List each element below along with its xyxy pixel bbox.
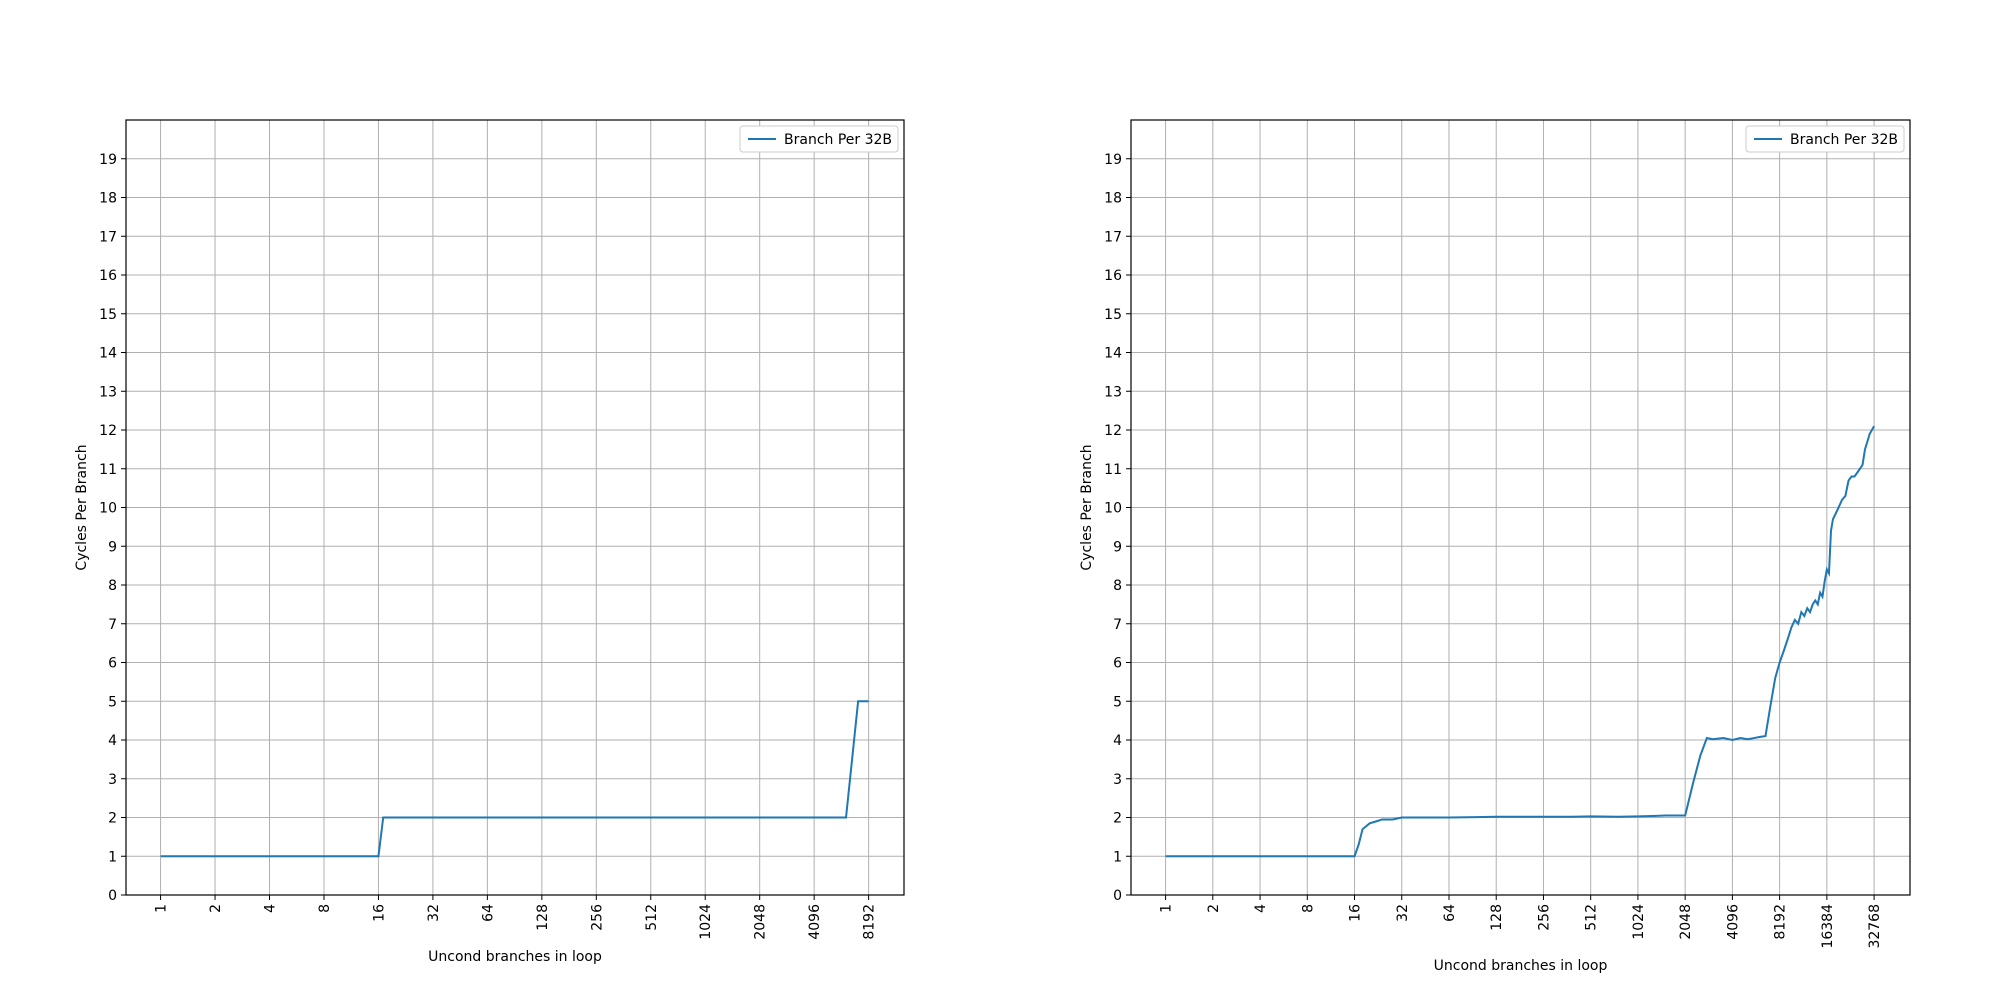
x-tick-label: 32: [1395, 904, 1411, 922]
x-tick-label: 32768: [1867, 904, 1883, 949]
y-tick-label: 18: [99, 191, 117, 207]
y-tick-label: 9: [108, 539, 117, 555]
y-axis-label: Cycles Per Branch: [74, 444, 90, 570]
y-tick-label: 6: [108, 656, 117, 672]
y-tick-label: 4: [1113, 733, 1122, 749]
data-line: [1165, 425, 1875, 858]
y-tick-label: 19: [99, 152, 117, 168]
legend-box: [1745, 125, 1905, 153]
x-tick-label: 512: [1584, 904, 1600, 931]
x-tick-label: 128: [1489, 904, 1505, 931]
y-tick-label: 8: [1113, 578, 1122, 594]
y-tick-label: 11: [99, 462, 117, 478]
x-tick-label: 16: [1348, 904, 1364, 922]
y-tick-label: 1: [108, 849, 117, 865]
legend-box: [739, 125, 899, 153]
y-tick-label: 15: [99, 307, 117, 323]
y-tick-label: 17: [99, 229, 117, 245]
x-tick-label: 2048: [1678, 904, 1694, 940]
y-tick-label: 3: [108, 772, 117, 788]
y-tick-label: 19: [1104, 152, 1122, 168]
x-tick-label: 8192: [1773, 904, 1789, 940]
x-tick-label: 4096: [1725, 904, 1741, 940]
x-tick-label: 4: [263, 904, 279, 913]
y-tick-label: 11: [1104, 462, 1122, 478]
y-tick-label: 12: [1104, 423, 1122, 439]
x-tick-label: 2: [1206, 904, 1222, 913]
x-tick-label: 256: [1536, 904, 1552, 931]
x-tick-label: 8: [1300, 904, 1316, 913]
x-tick-label: 16384: [1820, 904, 1836, 949]
y-tick-label: 5: [108, 694, 117, 710]
x-tick-label: 32: [426, 904, 442, 922]
y-tick-label: 1: [1113, 849, 1122, 865]
x-axis-label: Uncond branches in loop: [428, 949, 602, 965]
legend-label: Branch Per 32B: [1790, 132, 1898, 148]
y-tick-label: 7: [108, 617, 117, 633]
plot-frame: [1130, 119, 1911, 896]
y-tick-label: 2: [1113, 811, 1122, 827]
x-tick-label: 1024: [698, 904, 714, 940]
y-tick-label: 0: [1113, 888, 1122, 904]
x-tick-label: 2048: [753, 904, 769, 940]
y-tick-label: 18: [1104, 191, 1122, 207]
x-tick-label: 8192: [862, 904, 878, 940]
x-tick-label: 4: [1253, 904, 1269, 913]
x-tick-label: 1024: [1631, 904, 1647, 940]
x-tick-label: 512: [644, 904, 660, 931]
y-tick-label: 15: [1104, 307, 1122, 323]
y-axis-label: Cycles Per Branch: [1079, 444, 1095, 570]
y-tick-label: 7: [1113, 617, 1122, 633]
x-tick-label: 16: [371, 904, 387, 922]
y-tick-label: 6: [1113, 656, 1122, 672]
y-tick-label: 10: [99, 501, 117, 517]
x-tick-label: 1: [1159, 904, 1175, 913]
y-tick-label: 3: [1113, 772, 1122, 788]
y-tick-label: 2: [108, 811, 117, 827]
y-tick-label: 8: [108, 578, 117, 594]
y-tick-label: 12: [99, 423, 117, 439]
x-tick-label: 64: [480, 904, 496, 922]
x-tick-label: 2: [208, 904, 224, 913]
data-line: [160, 700, 869, 858]
x-tick-label: 1: [154, 904, 170, 913]
y-tick-label: 13: [1104, 384, 1122, 400]
y-tick-label: 17: [1104, 229, 1122, 245]
y-tick-label: 14: [1104, 346, 1122, 362]
y-tick-label: 14: [99, 346, 117, 362]
y-tick-label: 16: [99, 268, 117, 284]
x-tick-label: 64: [1442, 904, 1458, 922]
y-tick-label: 5: [1113, 694, 1122, 710]
x-tick-label: 4096: [807, 904, 823, 940]
legend-label: Branch Per 32B: [784, 132, 892, 148]
x-tick-label: 8: [317, 904, 333, 913]
plot-frame: [125, 119, 905, 896]
y-tick-label: 13: [99, 384, 117, 400]
y-tick-label: 4: [108, 733, 117, 749]
y-tick-label: 10: [1104, 501, 1122, 517]
y-tick-label: 0: [108, 888, 117, 904]
x-tick-label: 256: [589, 904, 605, 931]
x-axis-label: Uncond branches in loop: [1434, 958, 1608, 974]
y-tick-label: 9: [1113, 539, 1122, 555]
x-tick-label: 128: [535, 904, 551, 931]
y-tick-label: 16: [1104, 268, 1122, 284]
